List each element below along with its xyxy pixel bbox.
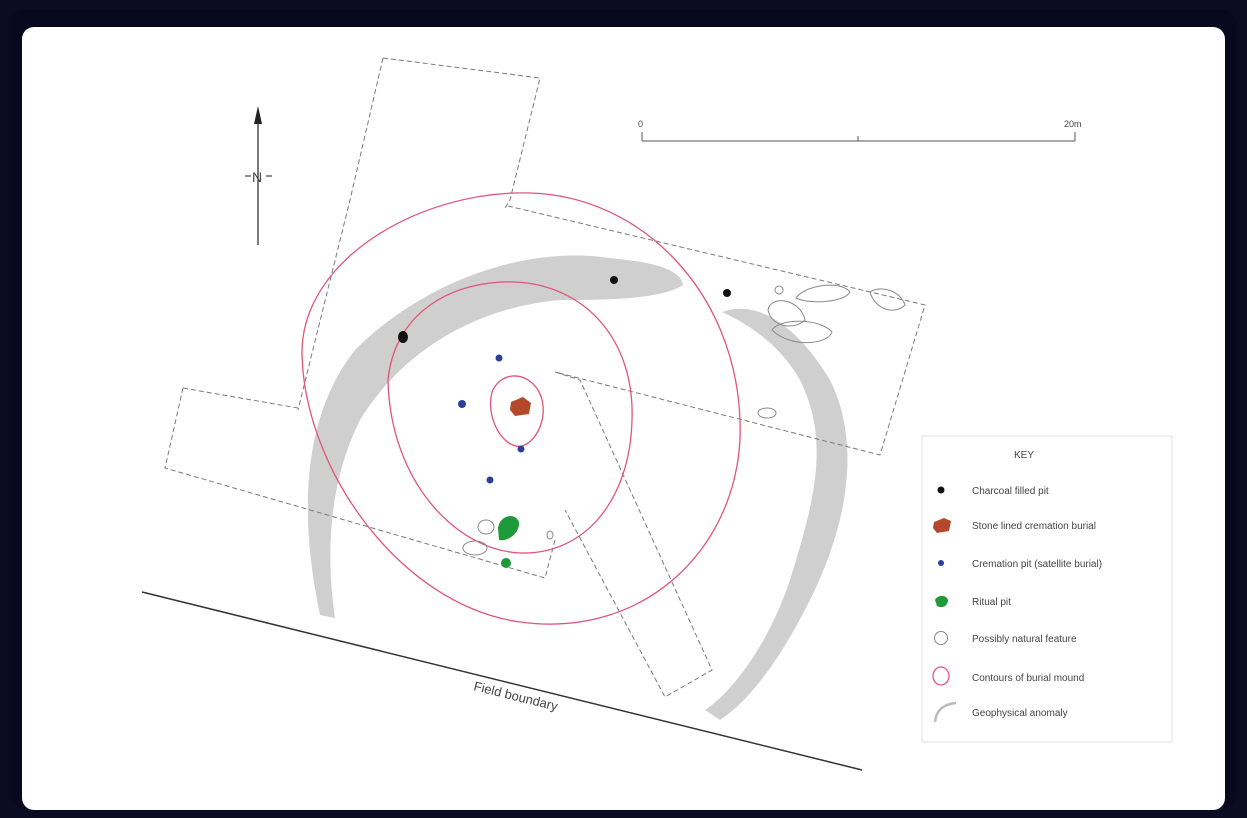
scale-start-label: 0 [638, 119, 643, 129]
natural-feature [757, 407, 777, 419]
natural-feature [795, 284, 851, 303]
charcoal-pit-key-icon [937, 486, 945, 494]
cremation-pit-key-icon [938, 560, 944, 566]
key-title: KEY [1014, 450, 1034, 461]
key-item-label: Possibly natural feature [972, 634, 1077, 645]
map-key: KEY Charcoal filled pit Stone lined crem… [921, 435, 1173, 743]
cremation-burial-key-icon [933, 518, 951, 533]
contour-outer [301, 192, 741, 625]
charcoal-pit [398, 331, 408, 343]
geophysical-anomaly-key-icon [933, 701, 957, 723]
cremation-pit [495, 354, 503, 362]
burial-mound-contours [301, 192, 741, 625]
natural-features [462, 284, 906, 556]
stone-lined-cremation-burial [510, 397, 531, 416]
geophysical-anomaly-east [705, 308, 848, 720]
natural-feature [767, 300, 806, 327]
key-item-label: Geophysical anomaly [972, 708, 1068, 719]
ritual-pit [501, 558, 511, 568]
contour-middle [387, 281, 633, 554]
north-arrow-icon [254, 106, 262, 124]
key-item-label: Charcoal filled pit [972, 486, 1049, 497]
natural-feature-key-icon [934, 631, 948, 645]
key-item-label: Stone lined cremation burial [972, 521, 1096, 532]
natural-feature [462, 540, 488, 556]
north-label: N [252, 169, 262, 185]
scale-end-label: 20m [1064, 119, 1082, 129]
natural-feature [869, 288, 906, 311]
natural-feature [477, 519, 495, 535]
contour-inner [490, 375, 544, 447]
charcoal-pit [610, 276, 618, 284]
natural-feature [546, 530, 554, 540]
charcoal-pits [398, 276, 731, 343]
field-boundary-line [141, 591, 863, 771]
mound-contour-key-icon [932, 666, 950, 686]
ritual-pit [498, 516, 520, 541]
ritual-pit-key-icon [935, 595, 948, 608]
trench-north-west-edge [297, 57, 384, 411]
geophysical-anomaly-west [307, 255, 683, 619]
ritual-pits [498, 516, 520, 568]
trench-south-diagonal [554, 371, 713, 698]
north-arrow: N [245, 106, 272, 245]
cremation-pit [517, 445, 525, 453]
key-item-label: Cremation pit (satellite burial) [972, 559, 1102, 570]
key-item-label: Contours of burial mound [972, 673, 1084, 684]
excavation-trenches [164, 57, 926, 698]
trench-north [382, 57, 541, 209]
field-boundary-label: Field boundary [472, 678, 560, 713]
key-item-label: Ritual pit [972, 597, 1011, 608]
scale-bar [641, 132, 1076, 142]
trench-east [507, 205, 926, 456]
charcoal-pit [723, 289, 731, 297]
cremation-pit [458, 400, 466, 408]
natural-feature [771, 320, 833, 344]
cremation-pits [458, 354, 525, 484]
natural-feature [774, 285, 784, 295]
cremation-pit [486, 476, 494, 484]
trench-west [164, 387, 556, 579]
